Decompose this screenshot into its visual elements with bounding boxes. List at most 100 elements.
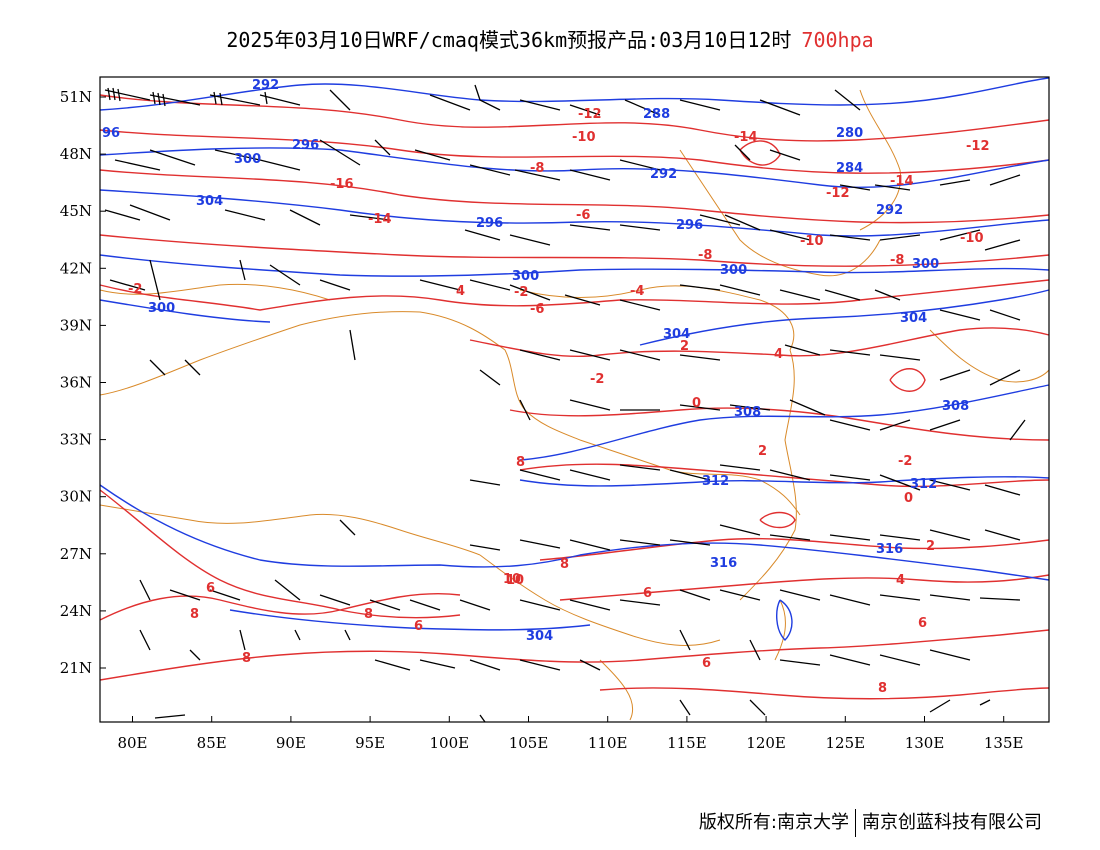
contour-label: 8 <box>364 607 373 622</box>
contour-label: 300 <box>720 263 747 278</box>
contour-label: 296 <box>676 218 703 233</box>
plot-frame <box>99 76 1050 723</box>
footer: 版权所有:南京大学 南京创蓝科技有限公司 <box>699 808 1042 837</box>
contour-label: -16 <box>330 177 354 192</box>
longitude-label: 95E <box>355 734 385 752</box>
contour-label: 292 <box>252 78 279 93</box>
contour-label: 4 <box>456 284 465 299</box>
latitude-label: 30N <box>60 488 92 506</box>
latitude-label: 27N <box>60 545 92 563</box>
contour-label: 4 <box>896 573 905 588</box>
contour-label: 308 <box>734 405 761 420</box>
latitude-label: 39N <box>60 316 92 334</box>
copyright-text: 版权所有:南京大学 <box>698 812 849 833</box>
contour-label: 0 <box>904 491 913 506</box>
contour-label: 284 <box>836 161 863 176</box>
company-text: 南京创蓝科技有限公司 <box>862 812 1042 833</box>
contour-label: -8 <box>530 161 544 176</box>
contour-label: 300 <box>512 269 539 284</box>
contour-label: 8 <box>190 607 199 622</box>
latitude-label: 33N <box>60 431 92 449</box>
geopotential-contours <box>99 77 1050 641</box>
contour-label: -14 <box>890 174 914 189</box>
axis-ticks <box>100 96 1005 722</box>
longitude-label: 135E <box>984 734 1024 752</box>
contour-label: -12 <box>966 139 990 154</box>
contour-label: 0 <box>692 396 701 411</box>
contour-label: -6 <box>576 208 590 223</box>
longitude-label: 115E <box>667 734 707 752</box>
contour-label: 304 <box>526 629 553 644</box>
contour-label: 10 <box>503 572 521 587</box>
contour-label: 304 <box>196 194 223 209</box>
contour-label: 2 <box>926 539 935 554</box>
contour-label: 300 <box>148 301 175 316</box>
contour-label: -2 <box>128 282 142 297</box>
contour-label: -2 <box>514 285 528 300</box>
contour-label: 6 <box>206 581 215 596</box>
wind-barbs <box>104 84 1026 723</box>
longitude-label: 120E <box>746 734 786 752</box>
contour-label: -8 <box>698 248 712 263</box>
contour-label: 6 <box>702 656 711 671</box>
footer-divider <box>855 809 856 837</box>
contour-label: 300 <box>912 257 939 272</box>
contour-label: 10 <box>506 573 524 588</box>
contour-label: -8 <box>890 253 904 268</box>
longitude-label: 85E <box>197 734 227 752</box>
latitude-label: 51N <box>60 88 92 106</box>
contour-label: 316 <box>710 556 737 571</box>
contour-label: 2 <box>758 444 767 459</box>
geopotential-labels: 292 296 300 304 300 296 292 288 284 280 … <box>102 78 969 644</box>
longitude-label: 105E <box>509 734 549 752</box>
pressure-level: 700hpa <box>801 28 874 52</box>
longitude-label: 130E <box>905 734 945 752</box>
contour-label: 316 <box>876 542 903 557</box>
contour-label: -2 <box>898 454 912 469</box>
contour-label: 296 <box>292 138 319 153</box>
contour-label: -10 <box>960 231 984 246</box>
contour-label: 288 <box>643 107 670 122</box>
contour-label: 308 <box>942 399 969 414</box>
contour-label: -10 <box>572 130 596 145</box>
latitude-label: 48N <box>60 145 92 163</box>
contour-label: 304 <box>663 327 690 342</box>
longitude-label: 80E <box>117 734 147 752</box>
contour-label: 300 <box>234 152 261 167</box>
latitude-labels: 51N 48N 45N 42N 39N 36N 33N 30N 27N 24N 21N <box>60 88 92 677</box>
latitude-label: 36N <box>60 374 92 392</box>
chart-title: 2025年03月10日WRF/cmaq模式36km预报产品:03月10日12时 7… <box>0 24 1100 53</box>
contour-label: 296 <box>476 216 503 231</box>
contour-label: 2 <box>680 339 689 354</box>
longitude-label: 125E <box>826 734 866 752</box>
contour-label: 8 <box>560 557 569 572</box>
latitude-label: 21N <box>60 659 92 677</box>
contour-label: -14 <box>734 130 758 145</box>
contour-label: 6 <box>643 586 652 601</box>
contour-label: -2 <box>590 372 604 387</box>
longitude-labels: 80E 85E 90E 95E 100E 105E 110E 115E 120E 125E 130E… <box>117 734 1023 752</box>
temperature-contours <box>99 94 1050 700</box>
contour-label: 8 <box>878 681 887 696</box>
contour-label: 4 <box>774 347 783 362</box>
latitude-label: 45N <box>60 202 92 220</box>
contour-label: 292 <box>650 167 677 182</box>
contour-label: -12 <box>826 186 850 201</box>
longitude-label: 90E <box>276 734 306 752</box>
contour-label: 292 <box>876 203 903 218</box>
latitude-label: 42N <box>60 259 92 277</box>
contour-label: 312 <box>910 477 937 492</box>
latitude-label: 24N <box>60 602 92 620</box>
title-text: 2025年03月10日WRF/cmaq模式36km预报产品:03月10日12时 <box>226 28 792 52</box>
contour-label: 304 <box>900 311 927 326</box>
contour-label: 8 <box>516 455 525 470</box>
contour-label: -6 <box>530 302 544 317</box>
contour-label: -12 <box>578 107 602 122</box>
contour-label: -14 <box>368 212 392 227</box>
contour-label: 6 <box>918 616 927 631</box>
contour-label: 8 <box>242 651 251 666</box>
longitude-label: 110E <box>588 734 628 752</box>
contour-label: 280 <box>836 126 863 141</box>
contour-label: 6 <box>414 619 423 634</box>
